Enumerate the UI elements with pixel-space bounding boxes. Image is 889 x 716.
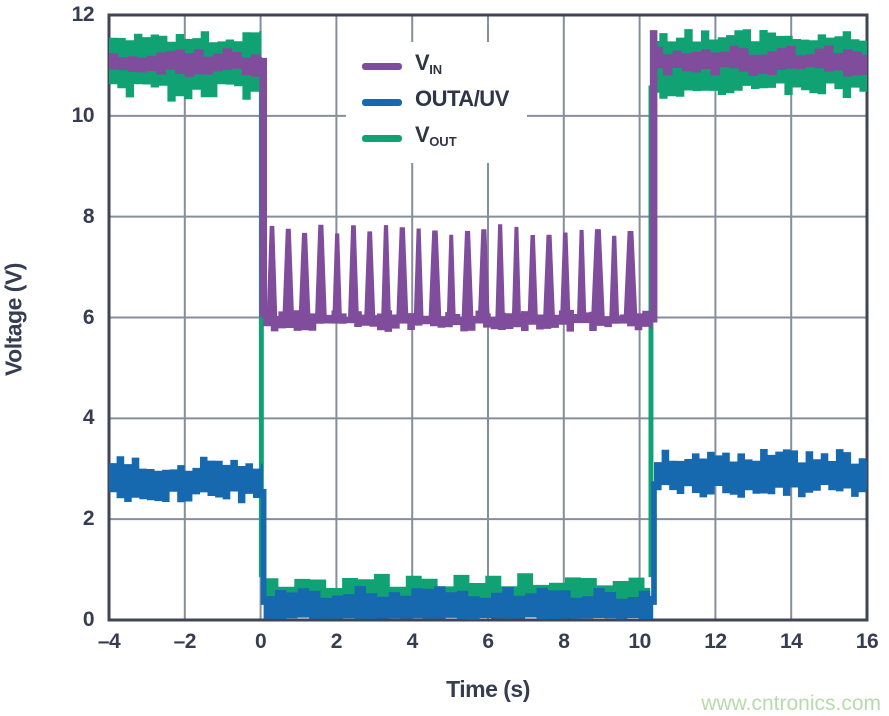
chart-legend: VIN OUTA/UV VOUT	[346, 42, 527, 163]
y-tick-label: 4	[82, 406, 95, 430]
x-tick-label: –2	[173, 630, 197, 653]
x-tick-label: 16	[855, 630, 879, 653]
x-tick-label: 6	[482, 630, 494, 653]
y-tick-label: 2	[82, 507, 95, 531]
vout-line-swatch-icon	[362, 135, 402, 142]
x-tick-label: 12	[704, 630, 727, 653]
x-tick-label: 4	[406, 630, 419, 653]
x-tick-label: 8	[558, 630, 570, 653]
y-tick-label: 12	[71, 3, 95, 26]
legend-item-vout: VOUT	[362, 122, 509, 155]
x-tick-label: 14	[780, 630, 803, 653]
x-tick-label: 0	[255, 630, 267, 653]
legend-label-vout: VOUT	[415, 122, 457, 149]
watermark: www.cntronics.com	[701, 692, 881, 715]
outa-uv-line-swatch-icon	[362, 99, 402, 106]
y-tick-label: 10	[71, 103, 95, 127]
x-tick-label: 2	[330, 630, 343, 653]
x-tick-label: 10	[628, 630, 651, 653]
y-axis-title: Voltage (V)	[0, 263, 27, 376]
x-axis-title: Time (s)	[446, 676, 530, 702]
vin-line-swatch-icon	[362, 63, 402, 70]
y-tick-label: 0	[82, 608, 95, 631]
legend-label-outa-uv: OUTA/UV	[415, 86, 509, 111]
legend-label-vin: VIN	[415, 50, 443, 77]
x-tick-label: –4	[97, 630, 121, 653]
y-tick-label: 6	[82, 305, 95, 329]
legend-item-vin: VIN	[362, 50, 509, 83]
legend-item-outa-uv: OUTA/UV	[362, 86, 509, 119]
y-tick-label: 8	[82, 204, 95, 228]
